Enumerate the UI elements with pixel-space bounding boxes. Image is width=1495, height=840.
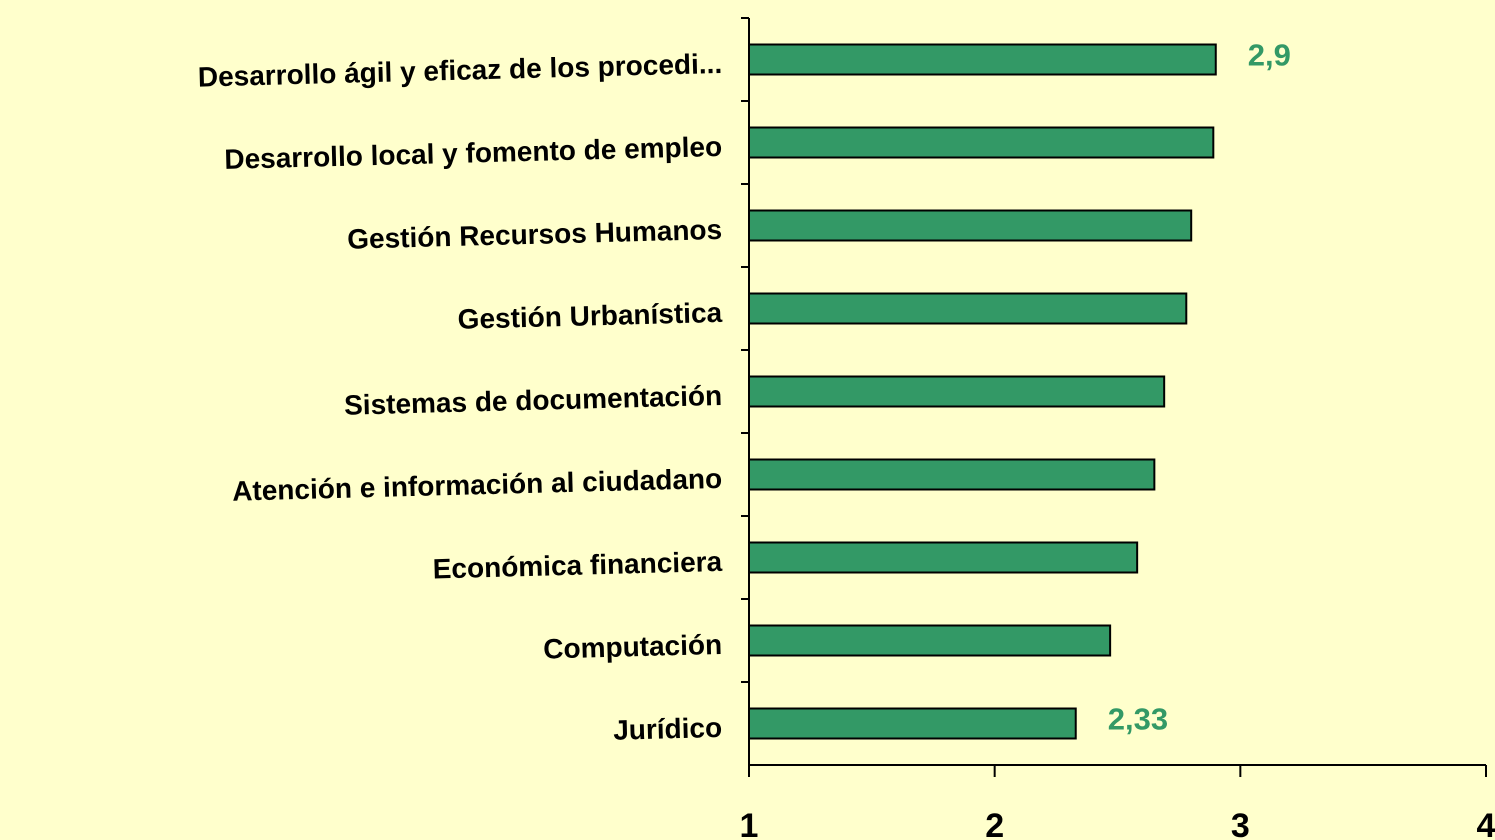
- category-label: Computación: [543, 629, 723, 665]
- bar: [748, 375, 1166, 408]
- bar: [748, 541, 1139, 574]
- x-tick-label: 3: [1231, 807, 1250, 840]
- x-tick-label: 2: [985, 807, 1004, 840]
- x-tick-label: 1: [740, 807, 759, 840]
- category-label: Sistemas de documentación: [344, 380, 723, 421]
- bar: [748, 707, 1077, 740]
- category-label: Gestión Urbanística: [457, 297, 723, 335]
- value-label: 2,9: [1248, 38, 1291, 73]
- bar: [748, 43, 1217, 76]
- category-label: Atención e información al ciudadano: [232, 463, 723, 507]
- bar: [748, 126, 1215, 159]
- category-label: Desarrollo local y fomento de empleo: [224, 131, 723, 175]
- value-label: 2,33: [1108, 702, 1168, 737]
- category-label: Gestión Recursos Humanos: [347, 214, 723, 255]
- category-label: Económica financiera: [432, 546, 723, 585]
- category-label: Desarrollo ágil y eficaz de los procedi.…: [197, 48, 722, 93]
- category-label: Jurídico: [613, 712, 723, 746]
- bar: [748, 209, 1193, 242]
- x-tick-label: 4: [1477, 807, 1495, 840]
- bar: [748, 458, 1156, 491]
- bar: [748, 292, 1188, 325]
- bar: [748, 624, 1112, 657]
